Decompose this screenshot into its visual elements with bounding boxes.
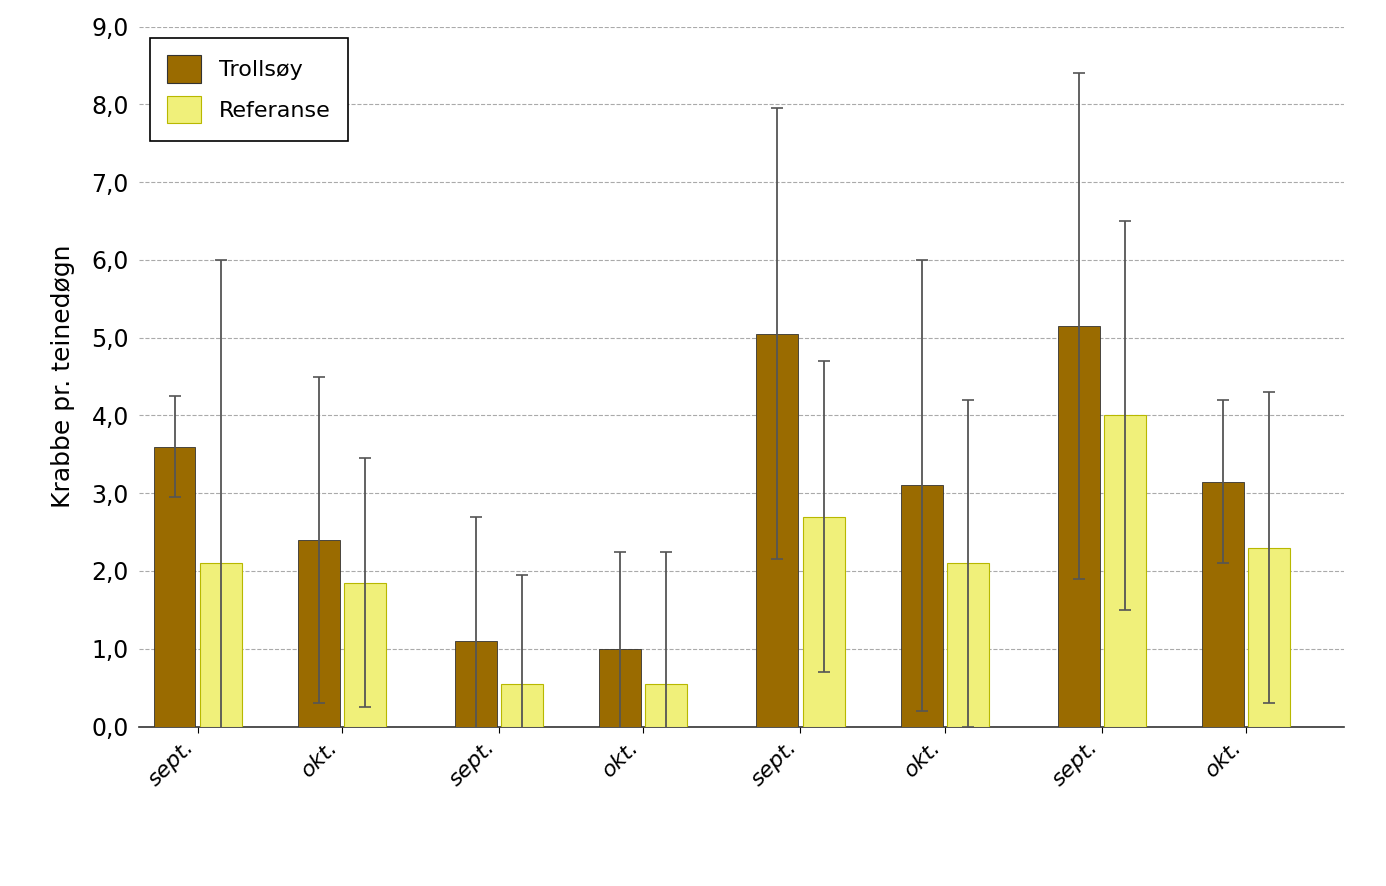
Bar: [947, 563, 988, 727]
Legend: Trollsøy, Referanse: Trollsøy, Referanse: [150, 38, 348, 141]
Bar: [1249, 548, 1290, 727]
Bar: [502, 684, 543, 727]
Bar: [757, 334, 798, 727]
Y-axis label: Krabbe pr. teinedøgn: Krabbe pr. teinedøgn: [50, 245, 75, 509]
Bar: [455, 641, 498, 727]
Bar: [344, 583, 385, 727]
Bar: [901, 486, 942, 727]
Bar: [646, 684, 687, 727]
Bar: [298, 540, 340, 727]
Bar: [154, 447, 195, 727]
Bar: [200, 563, 241, 727]
Bar: [802, 517, 844, 727]
Bar: [599, 649, 642, 727]
Bar: [1202, 482, 1245, 727]
Bar: [1105, 416, 1146, 727]
Bar: [1058, 326, 1100, 727]
